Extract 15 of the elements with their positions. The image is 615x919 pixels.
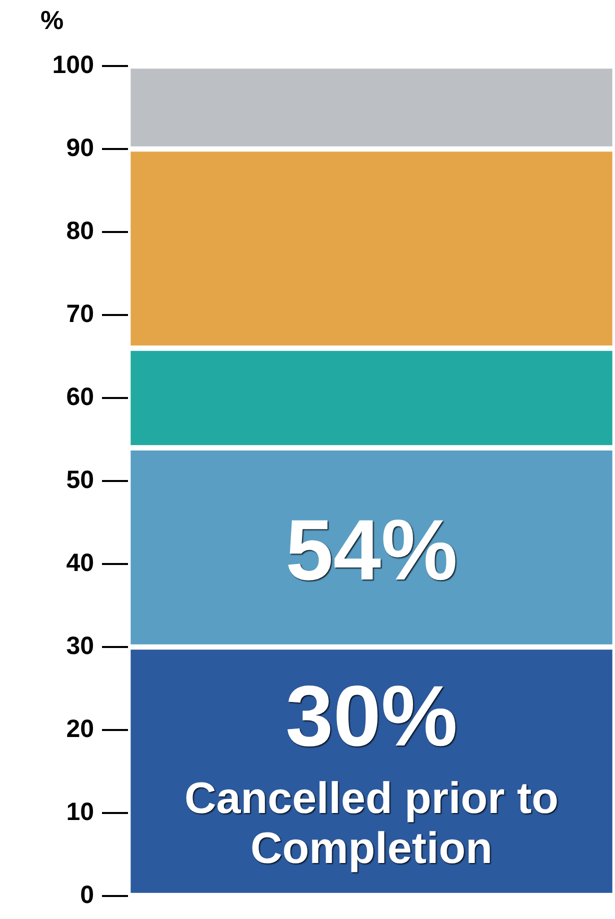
y-axis-title: % bbox=[40, 5, 64, 36]
series-label: Cancelled prior to Completion bbox=[184, 774, 559, 874]
y-tick-label: 10 bbox=[66, 798, 94, 826]
annotation: 54% bbox=[285, 502, 458, 598]
y-tick-label: 60 bbox=[66, 382, 94, 411]
y-tick-label: 30 bbox=[66, 632, 94, 660]
y-tick-label: 90 bbox=[66, 134, 94, 162]
y-tick-label: 70 bbox=[66, 300, 94, 328]
y-tick-label: 40 bbox=[66, 548, 94, 577]
y-tick-label: 0 bbox=[80, 880, 94, 909]
y-tick-label: 100 bbox=[52, 50, 94, 79]
data-label: 30% bbox=[285, 668, 458, 764]
y-tick-label: 20 bbox=[66, 714, 94, 743]
y-tick-label: 50 bbox=[66, 466, 94, 494]
y-tick-label: 80 bbox=[66, 216, 94, 245]
